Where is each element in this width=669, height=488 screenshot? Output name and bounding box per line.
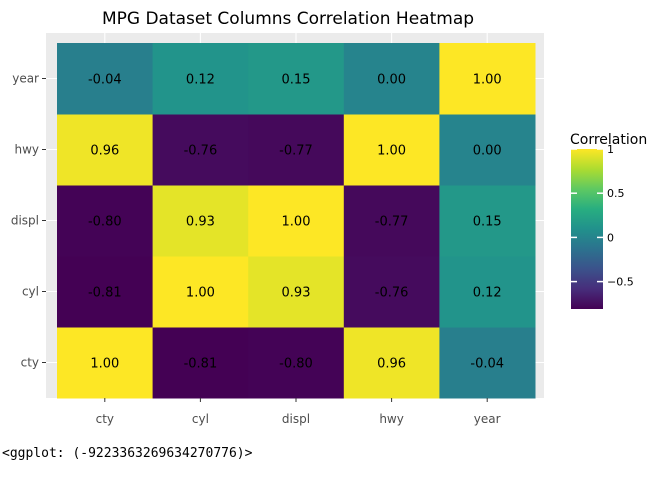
cell-label-hwy-cyl: -0.76 <box>184 144 218 159</box>
legend-colorbar <box>571 149 603 309</box>
heatmap-cell-cyl-year <box>439 256 536 328</box>
cell-label-cty-year: -0.04 <box>470 357 504 372</box>
cell-label-year-hwy: 0.00 <box>377 73 406 88</box>
heatmap-cell-cyl-displ <box>248 256 345 328</box>
cell-label-year-cty: -0.04 <box>88 73 122 88</box>
heatmap-cell-cty-hwy <box>343 327 440 399</box>
heatmap-cell-cyl-cty <box>57 256 154 328</box>
y-axis: cty cyl displ hwy year <box>11 72 46 370</box>
x-tick-label-displ: displ <box>282 412 310 426</box>
cell-label-cty-cyl: -0.81 <box>184 357 218 372</box>
cell-label-displ-cyl: 0.93 <box>186 215 215 230</box>
y-tick-label-hwy: hwy <box>14 143 39 157</box>
heatmap-cell-cyl-cyl <box>152 256 249 328</box>
legend-tick-label: 0.5 <box>607 187 625 200</box>
cell-label-cyl-year: 0.12 <box>473 286 502 301</box>
heatmap-cell-year-displ <box>248 43 345 115</box>
heatmap-cell-cty-cty <box>57 327 154 399</box>
cell-label-displ-cty: -0.80 <box>88 215 122 230</box>
cell-label-cyl-cty: -0.81 <box>88 286 122 301</box>
cell-label-hwy-displ: -0.77 <box>279 144 313 159</box>
y-tick-label-displ: displ <box>11 214 39 228</box>
heatmap-cell-cty-cyl <box>152 327 249 399</box>
heatmap-cell-cty-year <box>439 327 536 399</box>
heatmap-cell-hwy-hwy <box>343 114 440 186</box>
heatmap-cell-displ-year <box>439 185 536 257</box>
heatmap-cell-year-cty <box>57 43 154 115</box>
cell-label-hwy-hwy: 1.00 <box>377 144 406 159</box>
cell-label-cyl-cyl: 1.00 <box>186 286 215 301</box>
heatmap-cell-hwy-cyl <box>152 114 249 186</box>
cell-label-hwy-cty: 0.96 <box>90 144 119 159</box>
cell-label-cty-cty: 1.00 <box>90 357 119 372</box>
heatmap-cell-year-hwy <box>343 43 440 115</box>
heatmap-cell-displ-hwy <box>343 185 440 257</box>
x-tick-label-cty: cty <box>96 412 114 426</box>
heatmap-cell-displ-cyl <box>152 185 249 257</box>
cell-label-displ-displ: 1.00 <box>282 215 311 230</box>
heatmap-cell-hwy-year <box>439 114 536 186</box>
x-tick-label-cyl: cyl <box>192 412 209 426</box>
legend-tick-label: 0 <box>607 231 614 244</box>
heatmap-cell-cty-displ <box>248 327 345 399</box>
console-output: <ggplot: (-9223363269634270776)> <box>2 446 253 461</box>
y-tick-label-cyl: cyl <box>22 285 39 299</box>
cell-label-year-cyl: 0.12 <box>186 73 215 88</box>
x-axis: cty cyl displ hwy year <box>96 398 501 426</box>
heatmap-cell-displ-cty <box>57 185 154 257</box>
heatmap-cell-cyl-hwy <box>343 256 440 328</box>
cell-label-cyl-hwy: -0.76 <box>375 286 409 301</box>
cell-label-hwy-year: 0.00 <box>473 144 502 159</box>
heatmap-cell-labels: 1.00 -0.81 -0.80 0.96 -0.04 -0.81 1.00 0.93 -0.7… <box>88 73 504 372</box>
y-tick-label-year: year <box>12 72 39 86</box>
heatmap-cells <box>57 43 536 399</box>
cell-label-cyl-displ: 0.93 <box>282 286 311 301</box>
cell-label-cty-hwy: 0.96 <box>377 357 406 372</box>
cell-label-year-year: 1.00 <box>473 73 502 88</box>
heatmap-cell-hwy-cty <box>57 114 154 186</box>
heatmap-cell-year-cyl <box>152 43 249 115</box>
heatmap-cell-hwy-displ <box>248 114 345 186</box>
x-tick-label-hwy: hwy <box>379 412 404 426</box>
legend-tick-label: −0.5 <box>607 276 634 289</box>
cell-label-year-displ: 0.15 <box>282 73 311 88</box>
cell-label-displ-year: 0.15 <box>473 215 502 230</box>
cell-label-displ-hwy: -0.77 <box>375 215 409 230</box>
legend-tick-label: 1 <box>607 143 614 156</box>
cell-label-cty-displ: -0.80 <box>279 357 313 372</box>
chart-title: MPG Dataset Columns Correlation Heatmap <box>102 9 474 29</box>
heatmap-cell-year-year <box>439 43 536 115</box>
y-tick-label-cty: cty <box>21 356 39 370</box>
x-tick-label-year: year <box>474 412 501 426</box>
heatmap-cell-displ-displ <box>248 185 345 257</box>
legend-ticks: 1 0.5 0 −0.5 <box>571 143 634 289</box>
color-legend: Correlation 1 0.5 0 −0.5 <box>570 132 647 309</box>
legend-title: Correlation <box>570 132 647 148</box>
